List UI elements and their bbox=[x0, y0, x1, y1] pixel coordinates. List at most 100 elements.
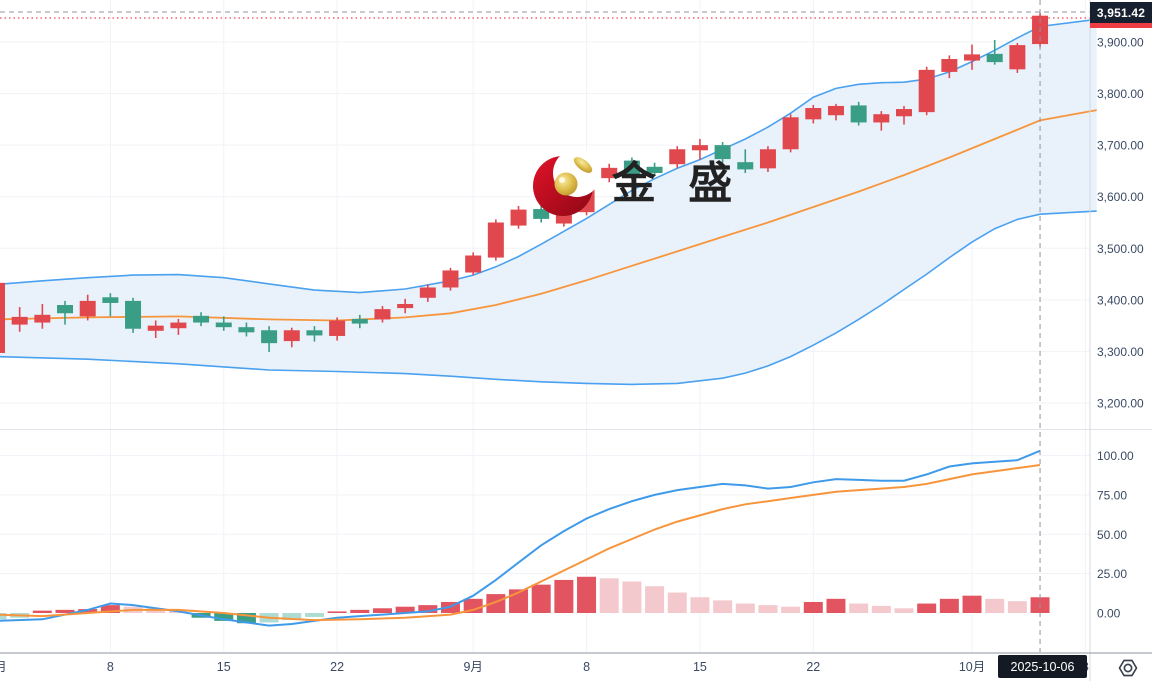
candle-body bbox=[351, 318, 368, 324]
macd-histogram-bar bbox=[894, 608, 914, 613]
price-axis-label[interactable]: 3,600.00 bbox=[1097, 190, 1144, 204]
price-axis-label[interactable]: 3,500.00 bbox=[1097, 242, 1144, 256]
macd-histogram-bar bbox=[372, 608, 392, 613]
macd-histogram-bar bbox=[32, 610, 52, 613]
watermark: 金 盛 bbox=[532, 148, 742, 220]
macd-histogram-bar bbox=[214, 613, 234, 621]
time-axis-label[interactable]: 22 bbox=[330, 660, 344, 674]
time-axis-label[interactable]: 8 bbox=[583, 660, 590, 674]
candle-body bbox=[850, 105, 867, 123]
candle-body bbox=[397, 303, 414, 309]
settings-icon[interactable] bbox=[1114, 656, 1142, 680]
macd-histogram-bar bbox=[282, 613, 302, 621]
time-axis-label[interactable]: 8 bbox=[107, 660, 114, 674]
macd-histogram-bar bbox=[985, 598, 1005, 613]
bollinger-middle-line bbox=[0, 109, 1097, 322]
macd-histogram-bar bbox=[917, 603, 937, 613]
indicator-axis-label[interactable]: 75.00 bbox=[1097, 488, 1127, 502]
candle-body bbox=[533, 209, 550, 219]
candle-body bbox=[873, 114, 890, 123]
time-axis-label[interactable]: 8月 bbox=[0, 660, 7, 674]
candle-body bbox=[442, 270, 459, 288]
last-price-badge: 3,951.42 bbox=[1090, 2, 1152, 23]
candle-body bbox=[465, 255, 482, 273]
macd-histogram-bar bbox=[100, 605, 120, 613]
candle-body bbox=[487, 222, 504, 258]
macd-histogram-bar bbox=[667, 592, 687, 613]
candle-body bbox=[419, 287, 436, 298]
candle-body bbox=[805, 108, 822, 120]
price-axis-label[interactable]: 3,800.00 bbox=[1097, 87, 1144, 101]
macd-histogram-bar bbox=[713, 600, 733, 613]
candle-body bbox=[0, 282, 5, 353]
price-axis-label[interactable]: 3,700.00 bbox=[1097, 139, 1144, 153]
candle-body bbox=[306, 330, 323, 336]
macd-histogram-bar bbox=[871, 605, 891, 613]
macd-histogram-bar bbox=[486, 594, 506, 613]
candle-body bbox=[147, 325, 164, 331]
macd-histogram-bar bbox=[418, 605, 438, 613]
price-axis-label[interactable]: 3,300.00 bbox=[1097, 345, 1144, 359]
price-axis-label[interactable]: 3,400.00 bbox=[1097, 293, 1144, 307]
candle-body bbox=[986, 53, 1003, 63]
candle-body bbox=[215, 322, 232, 328]
macd-histogram-bar bbox=[304, 613, 324, 617]
time-axis-label[interactable]: 10月 bbox=[959, 660, 985, 674]
macd-histogram-bar bbox=[236, 613, 256, 624]
macd-histogram-bar bbox=[395, 606, 415, 613]
macd-histogram-bar bbox=[622, 581, 642, 613]
indicator-axis-label[interactable]: 25.00 bbox=[1097, 567, 1127, 581]
bollinger-fill bbox=[0, 19, 1097, 385]
indicator-axis-label[interactable]: 50.00 bbox=[1097, 528, 1127, 542]
candle-body bbox=[510, 209, 527, 226]
candle-body bbox=[102, 297, 119, 303]
macd-histogram-bar bbox=[463, 598, 483, 613]
candle-body bbox=[170, 322, 187, 329]
macd-histogram-bar bbox=[758, 605, 778, 613]
indicator-axis-label[interactable]: 100.00 bbox=[1097, 449, 1134, 463]
macd-histogram-bar bbox=[599, 578, 619, 613]
candle-body bbox=[374, 309, 391, 320]
candle-body bbox=[896, 109, 912, 117]
macd-histogram-bar bbox=[55, 609, 75, 613]
macd-histogram-bar bbox=[849, 603, 869, 613]
candle-body bbox=[283, 330, 300, 342]
macd-histogram-bar bbox=[327, 611, 347, 613]
macd-histogram-bar bbox=[803, 601, 823, 613]
candle-body bbox=[737, 162, 754, 170]
macd-histogram-bar bbox=[577, 576, 597, 613]
price-axis-label[interactable]: 3,200.00 bbox=[1097, 396, 1144, 410]
macd-histogram-bar bbox=[531, 584, 551, 613]
macd-signal-line bbox=[0, 464, 1041, 622]
candle-body bbox=[125, 300, 142, 329]
time-axis-label[interactable]: 15 bbox=[693, 660, 707, 674]
watermark-text: 金 盛 bbox=[612, 159, 743, 208]
candle-body bbox=[261, 330, 278, 344]
candle-body bbox=[238, 327, 255, 333]
bollinger-lower-line bbox=[0, 210, 1097, 386]
crosshair-date-badge: 2025-10-06 bbox=[998, 655, 1087, 678]
time-axis-label[interactable]: 15 bbox=[217, 660, 231, 674]
indicator-axis-label[interactable]: 0.00 bbox=[1097, 607, 1121, 621]
macd-histogram-bar bbox=[826, 598, 846, 613]
macd-histogram-bar bbox=[1007, 601, 1027, 613]
jinsheng-logo-icon bbox=[533, 149, 600, 216]
candle-body bbox=[918, 69, 935, 113]
macd-line bbox=[0, 449, 1041, 627]
candle-body bbox=[623, 160, 640, 176]
candle-body bbox=[964, 54, 981, 61]
time-axis-label[interactable]: 22 bbox=[806, 660, 820, 674]
price-axis-label[interactable]: 3,900.00 bbox=[1097, 36, 1144, 50]
time-axis-label[interactable]: 9月 bbox=[463, 660, 482, 674]
candle-body bbox=[601, 167, 618, 179]
candle-body bbox=[782, 117, 799, 150]
candle-body bbox=[714, 145, 731, 160]
candle-body bbox=[941, 59, 958, 72]
macd-histogram-bar bbox=[78, 609, 98, 613]
candle-body bbox=[11, 316, 28, 325]
macd-histogram-bar bbox=[735, 603, 755, 613]
candle-body bbox=[691, 145, 708, 151]
candle-body bbox=[1009, 45, 1026, 70]
